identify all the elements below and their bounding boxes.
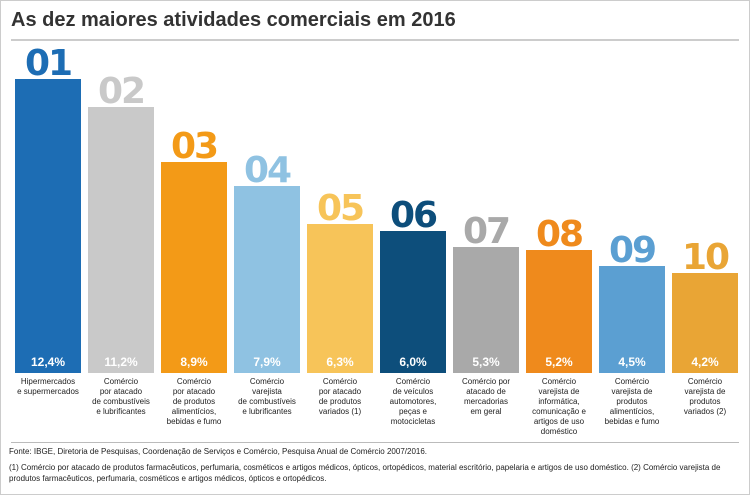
bar [88, 107, 154, 373]
rank-number: 09 [608, 230, 657, 272]
rank-number: 02 [97, 71, 146, 113]
bar [526, 249, 592, 373]
category-label: Comércio varejista de combustíveis e lub… [238, 377, 296, 416]
value-label: 4,2% [691, 355, 719, 369]
bar [15, 79, 81, 373]
bar [380, 230, 446, 373]
category-label: Comércio varejista de informática, comun… [532, 377, 586, 436]
value-label: 6,0% [399, 355, 427, 369]
category-label: Hipermercados e supermercados [17, 377, 79, 396]
category-label: Comércio por atacado de produtos aliment… [166, 377, 222, 426]
value-label: 11,2% [104, 355, 138, 369]
value-label: 7,9% [253, 355, 281, 369]
rank-number: 06 [389, 194, 438, 236]
value-label: 8,9% [180, 355, 208, 369]
value-label: 5,3% [472, 355, 500, 369]
rank-number: 07 [462, 211, 511, 253]
rank-number: 08 [535, 213, 584, 255]
bar [161, 161, 227, 373]
category-label: Comércio de veículos automotores, peças … [389, 377, 437, 426]
footnote: (1) Comércio por atacado de produtos far… [9, 463, 721, 483]
value-label: 6,3% [326, 355, 354, 369]
chart-title: As dez maiores atividades comerciais em … [11, 9, 456, 31]
separator [11, 442, 739, 443]
rank-number: 05 [316, 187, 365, 229]
value-label: 5,2% [545, 355, 573, 369]
category-label: Comércio varejista de produtos alimentíc… [604, 377, 660, 426]
category-label: Comércio por atacado de mercadorias em g… [461, 377, 510, 416]
source: Fonte: IBGE, Diretoria de Pesquisas, Coo… [9, 447, 428, 456]
rank-number: 03 [170, 125, 219, 167]
category-label: Comércio por atacado de produtos variado… [318, 377, 362, 416]
rank-number: 04 [243, 149, 292, 191]
bar [672, 273, 738, 373]
value-label: 4,5% [618, 355, 646, 369]
bar [234, 185, 300, 373]
rank-number: 01 [24, 43, 73, 84]
category-label: Comércio varejista de produtos variados … [683, 377, 727, 416]
category-label: Comércio por atacado de combustíveis e l… [92, 377, 150, 416]
bar [599, 266, 665, 373]
rank-number: 10 [681, 237, 730, 279]
title-rule [11, 39, 739, 41]
bar [307, 223, 373, 373]
value-label: 12,4% [30, 355, 66, 369]
bar [453, 247, 519, 373]
